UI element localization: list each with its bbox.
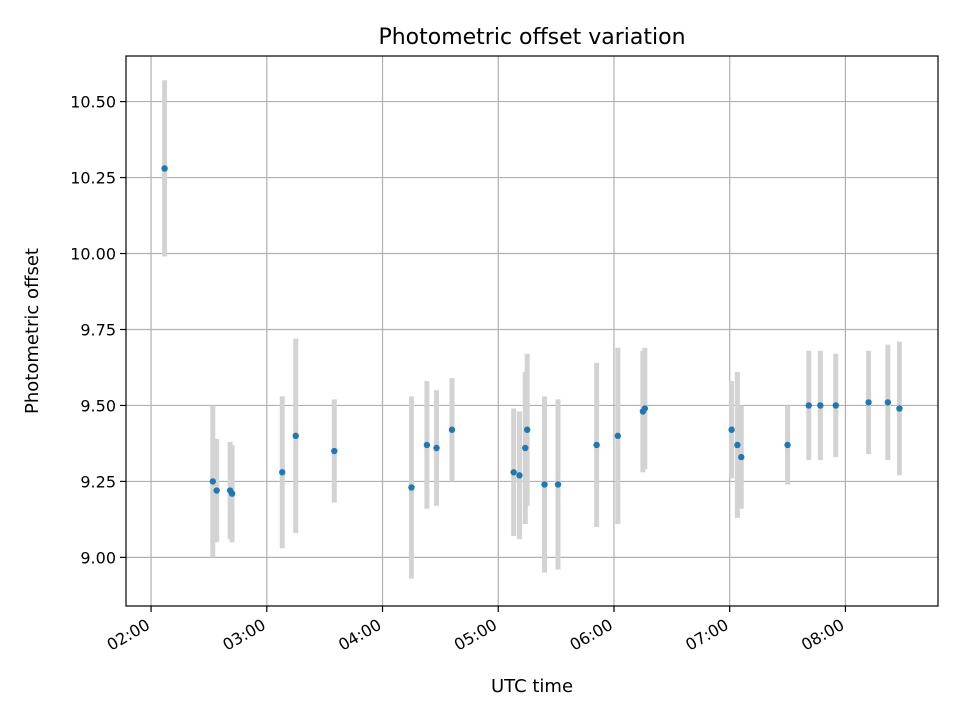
y-axis-label: Photometric offset <box>22 248 43 414</box>
data-point <box>213 487 220 494</box>
data-point <box>209 478 216 485</box>
x-tick-label: 08:00 <box>798 615 847 655</box>
data-point <box>641 405 649 412</box>
data-point <box>516 472 523 479</box>
data-point <box>817 402 824 409</box>
y-tick-label: 10.25 <box>70 169 116 188</box>
data-points <box>161 165 903 497</box>
data-point <box>832 402 839 409</box>
x-tick-label: 04:00 <box>335 615 384 655</box>
data-point <box>279 469 286 476</box>
data-point <box>554 481 562 488</box>
data-point <box>448 426 456 433</box>
x-tick-label: 06:00 <box>567 615 616 655</box>
y-tick-label: 9.25 <box>80 472 116 491</box>
data-point <box>423 441 431 449</box>
data-point <box>896 405 903 412</box>
data-point <box>228 490 236 497</box>
data-point <box>522 444 529 452</box>
y-tick-label: 9.50 <box>80 396 116 415</box>
data-point <box>734 441 741 449</box>
data-point <box>161 165 168 172</box>
x-axis-label: UTC time <box>491 676 573 697</box>
x-tick-label: 07:00 <box>682 615 731 655</box>
data-point <box>784 441 791 449</box>
data-point <box>433 444 440 452</box>
chart-title: Photometric offset variation <box>378 25 685 50</box>
y-tick-label: 10.50 <box>70 93 116 112</box>
data-point <box>738 453 745 461</box>
data-point <box>541 481 548 488</box>
data-point <box>865 399 872 406</box>
data-point <box>884 399 892 406</box>
x-tick-label: 03:00 <box>219 615 268 655</box>
data-point <box>292 432 299 440</box>
data-point <box>614 432 622 440</box>
x-tick-label: 02:00 <box>104 615 153 655</box>
y-tick-label: 10.00 <box>70 245 116 264</box>
data-point <box>510 469 517 476</box>
data-point <box>593 441 600 449</box>
y-axis-ticks: 9.00 9.25 9.50 9.75 10.00 10.25 10.50 <box>70 93 126 567</box>
grid <box>126 56 938 606</box>
data-point <box>728 426 735 433</box>
data-point <box>523 426 531 433</box>
data-point <box>331 447 338 455</box>
x-tick-label: 05:00 <box>451 615 500 655</box>
plot-frame <box>125 55 939 607</box>
y-tick-label: 9.00 <box>80 548 116 567</box>
x-axis-ticks: 02:00 03:00 04:00 05:00 06:00 07:00 08:00 <box>104 606 847 655</box>
data-point <box>408 484 415 491</box>
y-tick-label: 9.75 <box>80 320 116 339</box>
data-point <box>805 402 812 409</box>
